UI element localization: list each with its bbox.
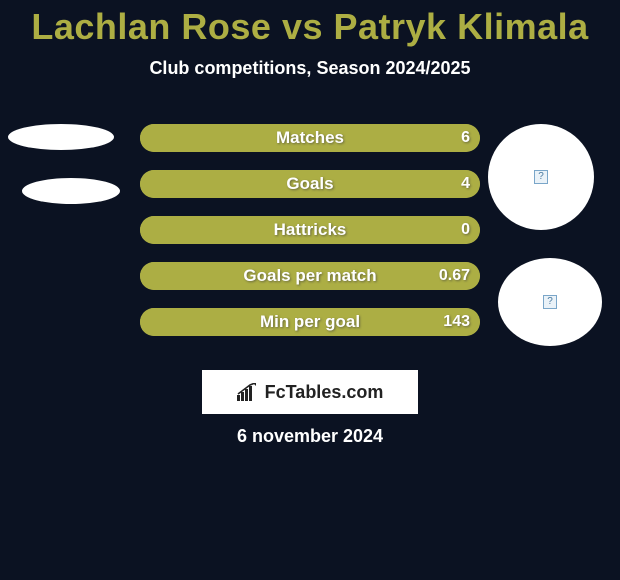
player-avatar-right-2: ?	[498, 258, 602, 346]
generated-date: 6 november 2024	[0, 426, 620, 447]
stat-bar-label: Matches	[140, 124, 480, 152]
brand-badge: FcTables.com	[202, 370, 418, 414]
brand-bars-icon	[237, 383, 259, 401]
stat-bar-value-right: 0	[461, 216, 470, 244]
image-placeholder-icon: ?	[534, 170, 548, 184]
page-title: Lachlan Rose vs Patryk Klimala	[0, 0, 620, 48]
stat-bar: Matches6	[140, 124, 480, 152]
brand-text: FcTables.com	[265, 382, 384, 403]
comparison-bars: Matches6Goals4Hattricks0Goals per match0…	[140, 124, 480, 354]
player-avatar-right-1: ?	[488, 124, 594, 230]
stat-bar-label: Hattricks	[140, 216, 480, 244]
stat-bar-label: Goals per match	[140, 262, 480, 290]
left-ellipse-1	[8, 124, 114, 150]
subtitle: Club competitions, Season 2024/2025	[0, 58, 620, 79]
left-ellipse-2	[22, 178, 120, 204]
stat-bar-value-right: 0.67	[439, 262, 470, 290]
stat-bar: Goals per match0.67	[140, 262, 480, 290]
stat-bar-value-right: 143	[443, 308, 470, 336]
stat-bar: Hattricks0	[140, 216, 480, 244]
stat-bar-value-right: 4	[461, 170, 470, 198]
stat-bar-label: Min per goal	[140, 308, 480, 336]
stat-bar: Goals4	[140, 170, 480, 198]
image-placeholder-icon: ?	[543, 295, 557, 309]
stat-bar: Min per goal143	[140, 308, 480, 336]
stat-bar-label: Goals	[140, 170, 480, 198]
stat-bar-value-right: 6	[461, 124, 470, 152]
